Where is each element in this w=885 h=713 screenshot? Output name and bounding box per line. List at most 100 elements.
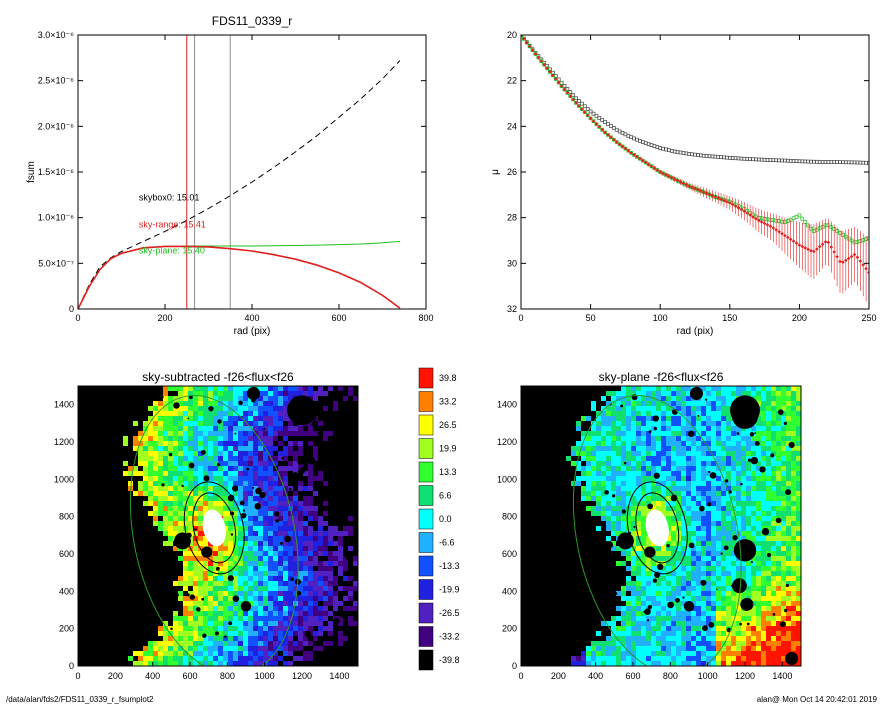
image-pixel — [233, 656, 238, 661]
image-pixel — [661, 461, 666, 466]
image-pixel — [601, 426, 606, 431]
image-pixel — [756, 446, 761, 451]
image-pixel — [786, 416, 791, 421]
image-pixel — [651, 496, 656, 501]
image-pixel — [153, 486, 158, 491]
image-pixel — [596, 631, 601, 636]
image-pixel — [696, 536, 701, 541]
image-pixel — [233, 551, 238, 556]
image-pixel — [726, 551, 731, 556]
image-pixel — [278, 561, 283, 566]
image-pixel — [278, 441, 283, 446]
image-pixel — [333, 396, 338, 401]
image-pixel — [238, 581, 243, 586]
image-pixel — [621, 501, 626, 506]
image-pixel — [168, 446, 173, 451]
image-pixel — [318, 481, 323, 486]
masked-star — [331, 411, 337, 417]
image-pixel — [791, 491, 796, 496]
image-pixel — [288, 436, 293, 441]
image-pixel — [686, 506, 691, 511]
image-pixel — [761, 621, 766, 626]
image-pixel — [223, 451, 228, 456]
image-pixel — [353, 591, 358, 596]
image-pixel — [796, 456, 801, 461]
image-pixel — [283, 566, 288, 571]
image-pixel — [786, 636, 791, 641]
image-pixel — [273, 601, 278, 606]
image-pixel — [228, 541, 233, 546]
image-pixel — [636, 621, 641, 626]
image-pixel — [676, 431, 681, 436]
image-pixel — [676, 571, 681, 576]
image-pixel — [596, 446, 601, 451]
image-pixel — [208, 591, 213, 596]
image-pixel — [178, 506, 183, 511]
image-pixel — [293, 561, 298, 566]
image-pixel — [268, 421, 273, 426]
image-pixel — [203, 571, 208, 576]
image-pixel — [318, 536, 323, 541]
image-pixel — [766, 626, 771, 631]
image-pixel — [273, 636, 278, 641]
masked-star — [216, 567, 220, 571]
image-pixel — [791, 426, 796, 431]
image-pixel — [771, 606, 776, 611]
image-pixel — [656, 581, 661, 586]
image-pixel — [188, 521, 193, 526]
image-pixel — [268, 431, 273, 436]
image-y-tick-label: 600 — [59, 549, 74, 559]
image-pixel — [786, 576, 791, 581]
image-pixel — [706, 611, 711, 616]
image-pixel — [711, 386, 716, 391]
image-pixel — [731, 456, 736, 461]
image-pixel — [268, 386, 273, 391]
image-pixel — [691, 566, 696, 571]
image-pixel — [178, 431, 183, 436]
image-pixel — [586, 471, 591, 476]
image-pixel — [203, 646, 208, 651]
image-pixel — [308, 581, 313, 586]
image-pixel — [233, 466, 238, 471]
image-pixel — [716, 431, 721, 436]
image-pixel — [661, 476, 666, 481]
image-pixel — [666, 396, 671, 401]
image-pixel — [213, 581, 218, 586]
image-pixel — [756, 391, 761, 396]
image-pixel — [726, 576, 731, 581]
image-pixel — [711, 501, 716, 506]
image-pixel — [148, 641, 153, 646]
image-pixel — [586, 466, 591, 471]
mu-data-point-2 — [838, 260, 842, 264]
image-pixel — [258, 546, 263, 551]
image-pixel — [636, 616, 641, 621]
image-pixel — [308, 426, 313, 431]
image-pixel — [313, 606, 318, 611]
image-pixel — [328, 521, 333, 526]
image-pixel — [666, 426, 671, 431]
image-pixel — [203, 611, 208, 616]
image-pixel — [183, 406, 188, 411]
image-pixel — [721, 451, 726, 456]
image-pixel — [771, 536, 776, 541]
image-pixel — [288, 466, 293, 471]
image-pixel — [631, 531, 636, 536]
image-pixel — [323, 451, 328, 456]
image-pixel — [273, 596, 278, 601]
image-pixel — [228, 561, 233, 566]
image-pixel — [348, 636, 353, 641]
image-pixel — [278, 611, 283, 616]
image-pixel — [781, 461, 786, 466]
image-pixel — [651, 561, 656, 566]
image-pixel — [348, 661, 353, 666]
image-pixel — [203, 506, 208, 511]
image-pixel — [283, 386, 288, 391]
image-pixel — [288, 531, 293, 536]
image-pixel — [591, 431, 596, 436]
image-pixel — [163, 456, 168, 461]
image-pixel — [273, 566, 278, 571]
image-pixel — [666, 461, 671, 466]
image-pixel — [721, 446, 726, 451]
